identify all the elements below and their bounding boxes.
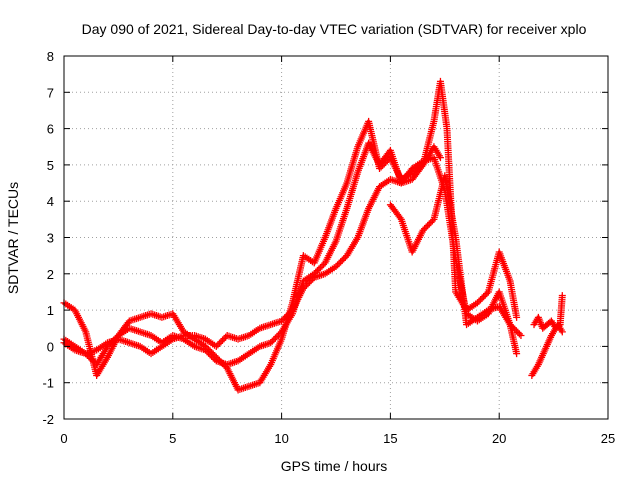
data-point <box>515 330 523 338</box>
data-point <box>205 349 213 357</box>
data-point <box>299 284 307 292</box>
data-point <box>428 217 436 225</box>
series-track-d <box>386 172 525 340</box>
data-point <box>424 222 432 230</box>
data-point <box>425 220 433 228</box>
data-point <box>279 315 287 323</box>
data-point <box>513 313 521 321</box>
data-point <box>335 259 343 267</box>
data-point <box>316 264 324 272</box>
data-point <box>306 278 314 286</box>
y-tick-label: 0 <box>47 339 54 354</box>
data-point <box>517 332 525 340</box>
x-tick-label: 10 <box>274 431 288 446</box>
data-point <box>215 339 223 347</box>
data-point <box>422 223 430 231</box>
data-point <box>509 324 517 332</box>
y-tick-label: 5 <box>47 158 54 173</box>
y-tick-label: 4 <box>47 194 54 209</box>
data-point <box>436 154 444 162</box>
y-axis-label: SDTVAR / TECUs <box>5 182 21 294</box>
data-point <box>338 256 346 264</box>
data-point <box>558 292 566 300</box>
data-point <box>511 325 519 333</box>
data-point <box>301 283 309 291</box>
axis-ticks: 0 5 10 15 20 25 -2 -1 0 1 2 3 4 5 6 7 8 <box>42 49 615 446</box>
data-point <box>270 336 278 344</box>
x-tick-label: 20 <box>492 431 506 446</box>
data-point <box>281 314 289 322</box>
data-point <box>396 214 404 222</box>
data-point <box>268 337 276 345</box>
data-point <box>220 335 228 343</box>
series-track-f <box>528 321 566 379</box>
y-tick-label: -2 <box>42 412 54 427</box>
data-point <box>267 339 275 347</box>
data-point <box>508 322 516 330</box>
data-point <box>315 265 323 273</box>
data-point <box>273 333 281 341</box>
data-points <box>60 77 566 394</box>
y-tick-label: 8 <box>47 49 54 64</box>
data-point <box>208 352 216 360</box>
chart-title: Day 090 of 2021, Sidereal Day-to-day VTE… <box>82 21 587 37</box>
data-point <box>271 334 279 342</box>
x-tick-label: 0 <box>60 431 67 446</box>
data-point <box>285 309 293 317</box>
y-tick-label: -1 <box>42 376 54 391</box>
data-point <box>483 290 491 298</box>
y-tick-label: 1 <box>47 303 54 318</box>
data-point <box>506 321 514 329</box>
data-point <box>421 225 429 233</box>
x-tick-label: 15 <box>383 431 397 446</box>
data-point <box>318 262 326 270</box>
data-point <box>478 294 486 302</box>
data-point <box>278 317 286 325</box>
data-point <box>304 280 312 288</box>
data-point <box>337 258 345 266</box>
data-point <box>214 341 222 349</box>
data-point <box>512 327 520 335</box>
data-point <box>427 218 435 226</box>
data-point <box>88 356 96 364</box>
data-point <box>513 350 521 358</box>
x-tick-label: 25 <box>601 431 615 446</box>
data-point <box>282 312 290 320</box>
y-tick-label: 7 <box>47 85 54 100</box>
data-point <box>514 328 522 336</box>
data-point <box>340 255 348 263</box>
data-point <box>475 297 483 305</box>
y-tick-label: 2 <box>47 267 54 282</box>
data-point <box>219 336 227 344</box>
data-point <box>201 346 209 354</box>
data-point <box>473 299 481 307</box>
data-point <box>480 293 488 301</box>
data-point <box>284 311 292 319</box>
data-point <box>212 342 220 350</box>
data-point <box>481 291 489 299</box>
data-point <box>334 261 342 269</box>
series-track-b <box>60 139 521 369</box>
data-point <box>302 281 310 289</box>
data-point <box>558 328 566 336</box>
data-point <box>217 338 225 346</box>
x-tick-label: 5 <box>169 431 176 446</box>
series-track-c <box>60 143 444 358</box>
data-point <box>203 348 211 356</box>
data-point <box>209 354 217 362</box>
data-point <box>307 277 315 285</box>
data-point <box>206 351 214 359</box>
data-point <box>86 354 94 362</box>
data-point <box>419 226 427 234</box>
x-axis-label: GPS time / hours <box>281 458 388 474</box>
data-point <box>332 263 340 271</box>
y-tick-label: 6 <box>47 122 54 137</box>
y-tick-label: 3 <box>47 231 54 246</box>
data-point <box>274 331 282 339</box>
data-point <box>477 296 485 304</box>
